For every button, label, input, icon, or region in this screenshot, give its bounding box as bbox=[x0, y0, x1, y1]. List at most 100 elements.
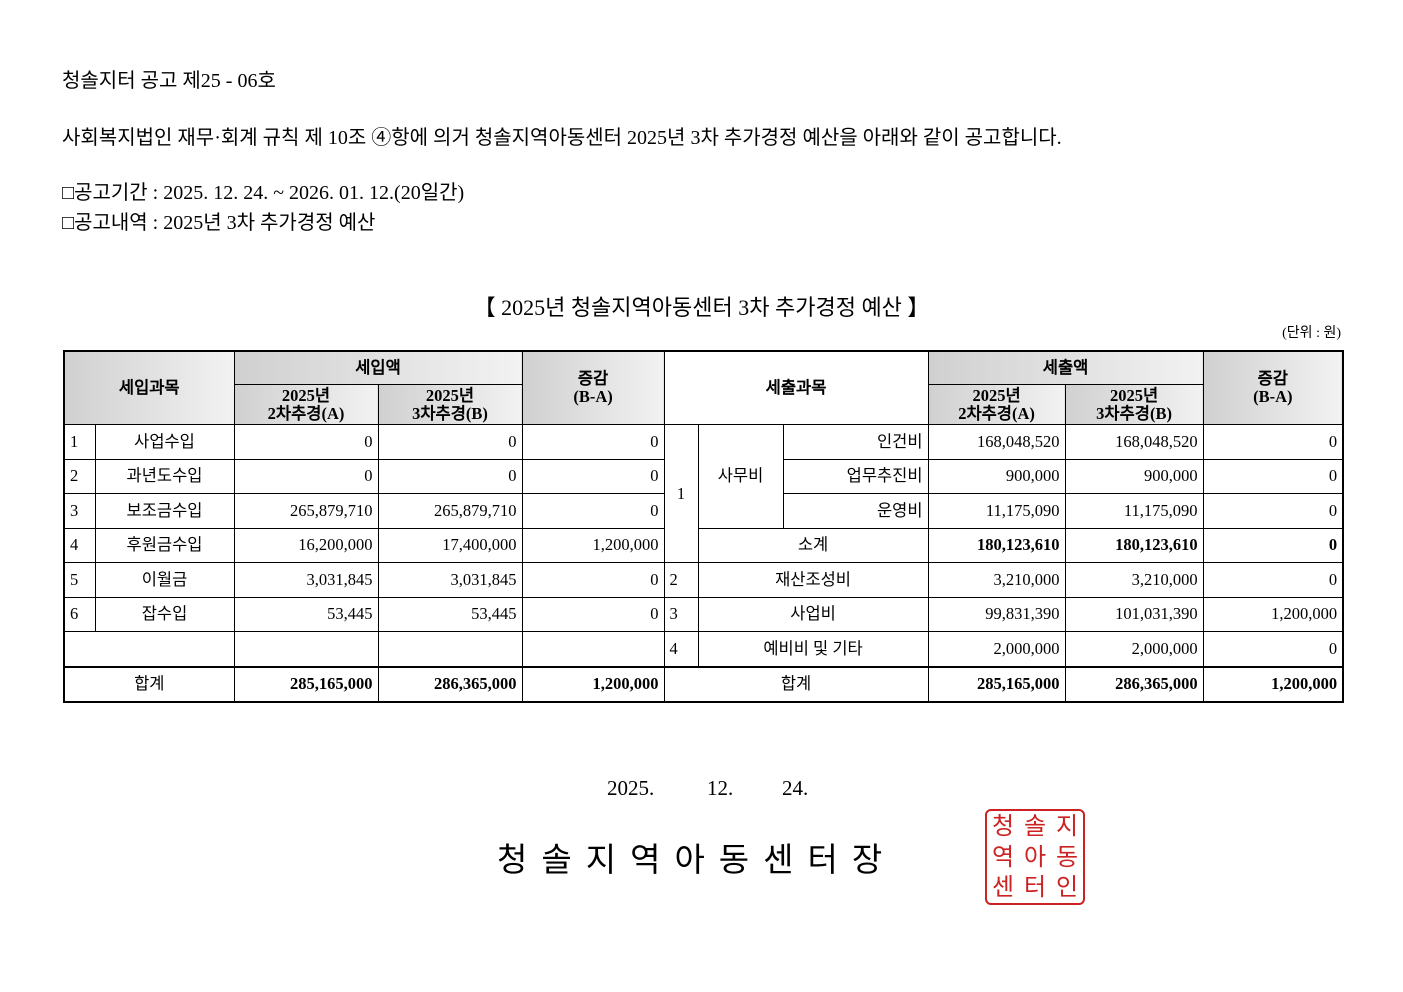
income-a: 265,879,710 bbox=[233, 493, 379, 529]
date-day: 24. bbox=[782, 776, 809, 800]
income-name: 보조금수입 bbox=[94, 493, 235, 529]
expense-diff: 0 bbox=[1202, 493, 1344, 529]
expense-subtotal-b: 180,123,610 bbox=[1064, 527, 1204, 563]
income-total-label: 합계 bbox=[63, 666, 235, 703]
expense-a: 168,048,520 bbox=[927, 424, 1066, 460]
income-a: 0 bbox=[233, 424, 379, 460]
income-diff: 0 bbox=[521, 562, 665, 598]
expense-total-label: 합계 bbox=[663, 666, 929, 703]
income-no: 1 bbox=[63, 424, 96, 460]
expense-subtotal-a: 180,123,610 bbox=[927, 527, 1066, 563]
table-title: 【 2025년 청솔지역아동센터 3차 추가경정 예산 】 bbox=[473, 295, 930, 320]
income-b: 0 bbox=[377, 458, 523, 494]
income-diff: 0 bbox=[521, 493, 665, 529]
income-total-b: 286,365,000 bbox=[377, 666, 523, 703]
header-income-diff: 증감 (B-A) bbox=[521, 350, 665, 425]
header-expense-item: 세출과목 bbox=[663, 350, 929, 425]
unit-label: (단위 : 원) bbox=[1282, 326, 1341, 341]
header-income-a: 2025년 2차추경(A) bbox=[233, 384, 379, 425]
expense-a: 900,000 bbox=[927, 458, 1066, 494]
income-b: 0 bbox=[377, 424, 523, 460]
total-row: 합계 285,165,000 286,365,000 1,200,000 합계 … bbox=[63, 666, 1344, 703]
date-year: 2025. bbox=[607, 776, 655, 800]
date-month: 12. bbox=[707, 776, 734, 800]
notice-intro: 사회복지법인 재무·회계 규칙 제 10조 ④항에 의거 청솔지역아동센터 20… bbox=[62, 127, 1062, 149]
income-diff: 0 bbox=[521, 424, 665, 460]
expense-b: 2,000,000 bbox=[1064, 631, 1204, 667]
expense-b: 3,210,000 bbox=[1064, 562, 1204, 598]
expense-total-a: 285,165,000 bbox=[927, 666, 1066, 703]
expense-sub-name: 인건비 bbox=[782, 424, 929, 460]
income-name: 이월금 bbox=[94, 562, 235, 598]
expense-subtotal-diff: 0 bbox=[1202, 527, 1344, 563]
empty-cell bbox=[377, 631, 523, 667]
expense-name: 예비비 및 기타 bbox=[697, 631, 929, 667]
income-diff: 1,200,000 bbox=[521, 527, 665, 563]
expense-subtotal-label: 소계 bbox=[697, 527, 929, 563]
expense-b: 101,031,390 bbox=[1064, 596, 1204, 632]
expense-sub-name: 운영비 bbox=[782, 493, 929, 529]
income-name: 후원금수입 bbox=[94, 527, 235, 563]
income-b: 17,400,000 bbox=[377, 527, 523, 563]
expense-group-name: 사무비 bbox=[697, 424, 784, 529]
income-diff: 0 bbox=[521, 458, 665, 494]
empty-cell bbox=[63, 631, 235, 667]
expense-b: 900,000 bbox=[1064, 458, 1204, 494]
budget-table: 세입과목 세입액 증감 (B-A) 세출과목 세출액 증감 (B-A) 2025년 2… bbox=[63, 350, 1345, 703]
table-row: 4 예비비 및 기타 2,000,000 2,000,000 0 bbox=[63, 631, 1344, 667]
notice-number: 청솔지터 공고 제25 - 06호 bbox=[62, 70, 276, 92]
income-no: 3 bbox=[63, 493, 96, 529]
expense-a: 3,210,000 bbox=[927, 562, 1066, 598]
income-a: 16,200,000 bbox=[233, 527, 379, 563]
header-expense-b: 2025년 3차추경(B) bbox=[1064, 384, 1204, 425]
header-expense-diff: 증감 (B-A) bbox=[1202, 350, 1344, 425]
header-expense-amount: 세출액 bbox=[927, 350, 1204, 385]
expense-sub-name: 업무추진비 bbox=[782, 458, 929, 494]
expense-diff: 0 bbox=[1202, 562, 1344, 598]
income-name: 잡수입 bbox=[94, 596, 235, 632]
expense-name: 재산조성비 bbox=[697, 562, 929, 598]
expense-no: 4 bbox=[663, 631, 699, 667]
table-row: 4 후원금수입 16,200,000 17,400,000 1,200,000 … bbox=[63, 527, 1344, 563]
header-income-b: 2025년 3차추경(B) bbox=[377, 384, 523, 425]
header-income-amount: 세입액 bbox=[233, 350, 523, 385]
income-no: 2 bbox=[63, 458, 96, 494]
expense-diff: 1,200,000 bbox=[1202, 596, 1344, 632]
expense-a: 99,831,390 bbox=[927, 596, 1066, 632]
empty-cell bbox=[233, 631, 379, 667]
income-no: 5 bbox=[63, 562, 96, 598]
income-a: 0 bbox=[233, 458, 379, 494]
expense-diff: 0 bbox=[1202, 631, 1344, 667]
expense-total-diff: 1,200,000 bbox=[1202, 666, 1344, 703]
income-b: 53,445 bbox=[377, 596, 523, 632]
table-row: 1 사업수입 0 0 0 1 사무비 인건비 168,048,520 168,0… bbox=[63, 424, 1344, 563]
table-row: 5 이월금 3,031,845 3,031,845 0 2 재산조성비 3,21… bbox=[63, 562, 1344, 598]
header-expense-a: 2025년 2차추경(A) bbox=[927, 384, 1066, 425]
table-row: 6 잡수입 53,445 53,445 0 3 사업비 99,831,390 1… bbox=[63, 596, 1344, 632]
income-no: 4 bbox=[63, 527, 96, 563]
signatory: 청솔지역아동센터장 bbox=[497, 840, 897, 879]
empty-cell bbox=[521, 631, 665, 667]
income-name: 사업수입 bbox=[94, 424, 235, 460]
income-a: 3,031,845 bbox=[233, 562, 379, 598]
expense-group-no: 1 bbox=[663, 424, 699, 563]
income-a: 53,445 bbox=[233, 596, 379, 632]
income-b: 265,879,710 bbox=[377, 493, 523, 529]
expense-name: 사업비 bbox=[697, 596, 929, 632]
expense-b: 168,048,520 bbox=[1064, 424, 1204, 460]
expense-total-b: 286,365,000 bbox=[1064, 666, 1204, 703]
table-row: 3 보조금수입 265,879,710 265,879,710 0 운영비 11… bbox=[63, 493, 1344, 529]
expense-a: 11,175,090 bbox=[927, 493, 1066, 529]
income-no: 6 bbox=[63, 596, 96, 632]
income-total-a: 285,165,000 bbox=[233, 666, 379, 703]
income-diff: 0 bbox=[521, 596, 665, 632]
notice-content: □공고내역 : 2025년 3차 추가경정 예산 bbox=[62, 212, 376, 234]
expense-no: 2 bbox=[663, 562, 699, 598]
income-name: 과년도수입 bbox=[94, 458, 235, 494]
expense-diff: 0 bbox=[1202, 424, 1344, 460]
notice-period: □공고기간 : 2025. 12. 24. ~ 2026. 01. 12.(20… bbox=[62, 182, 465, 204]
expense-b: 11,175,090 bbox=[1064, 493, 1204, 529]
table-row: 2 과년도수입 0 0 0 업무추진비 900,000 900,000 0 bbox=[63, 458, 1344, 494]
income-b: 3,031,845 bbox=[377, 562, 523, 598]
expense-diff: 0 bbox=[1202, 458, 1344, 494]
